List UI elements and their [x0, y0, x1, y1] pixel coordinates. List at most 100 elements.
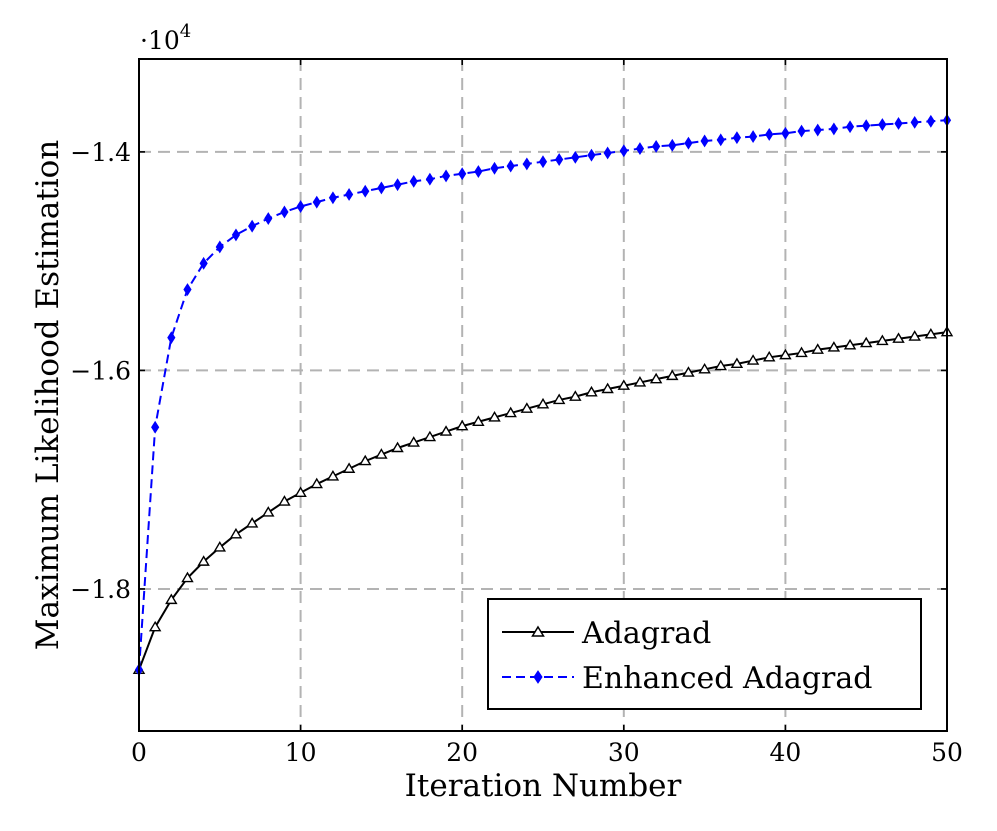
data-point-adagrad [326, 470, 340, 481]
data-point-adagrad [811, 343, 824, 354]
data-point-adagrad [714, 359, 727, 371]
data-point-enhanced-adagrad [603, 146, 612, 160]
data-point-adagrad [536, 397, 550, 409]
data-point-adagrad [294, 486, 307, 497]
legend-entry-adagrad: Adagrad [502, 616, 711, 651]
data-point-adagrad [843, 338, 857, 350]
data-point-adagrad [359, 454, 372, 466]
data-point-enhanced-adagrad [441, 169, 451, 183]
data-point-enhanced-adagrad [635, 142, 645, 156]
data-point-adagrad [197, 555, 210, 566]
series-line-enhanced-adagrad [138, 119, 948, 670]
data-point-adagrad [278, 495, 291, 506]
legend: Adagrad Enhanced Adagrad [487, 598, 922, 710]
data-point-enhanced-adagrad [393, 178, 402, 192]
y-tick-label: −1.4 [70, 138, 131, 167]
data-point-enhanced-adagrad [264, 212, 273, 225]
series-enhanced-adagrad [134, 113, 952, 677]
data-point-enhanced-adagrad [668, 138, 677, 152]
data-point-adagrad [779, 348, 792, 360]
data-point-adagrad [666, 369, 679, 381]
data-point-adagrad [423, 430, 437, 442]
data-point-adagrad [391, 441, 404, 453]
data-point-enhanced-adagrad [151, 420, 160, 434]
data-point-adagrad [730, 357, 744, 369]
x-axis-label: Iteration Number [405, 768, 682, 804]
data-point-enhanced-adagrad [716, 133, 725, 147]
y-tick-label: −1.6 [70, 356, 131, 385]
data-point-adagrad [504, 406, 517, 418]
axis-ticks: 0 10 20 30 40 50 −1.8 −1.6 −1.4 [70, 59, 963, 767]
data-point-enhanced-adagrad [538, 155, 548, 169]
data-point-enhanced-adagrad [312, 195, 321, 209]
data-point-adagrad [245, 517, 259, 528]
data-point-adagrad [746, 354, 760, 365]
series-adagrad [132, 325, 954, 675]
legend-box [487, 598, 922, 710]
data-point-enhanced-adagrad [765, 127, 774, 141]
data-point-enhanced-adagrad [878, 118, 887, 131]
data-point-enhanced-adagrad [344, 188, 354, 201]
data-point-adagrad [569, 390, 582, 401]
data-point-adagrad [181, 571, 194, 583]
series-layer [132, 113, 954, 677]
data-point-enhanced-adagrad [490, 161, 499, 175]
data-point-adagrad [552, 393, 566, 405]
data-point-enhanced-adagrad [926, 114, 935, 128]
data-point-enhanced-adagrad [296, 200, 305, 213]
data-point-enhanced-adagrad [425, 172, 434, 186]
plot-frame [138, 58, 948, 732]
x-tick-label: 20 [446, 738, 478, 767]
data-point-adagrad [342, 462, 356, 473]
x-tick-label: 10 [285, 738, 317, 767]
data-point-enhanced-adagrad [248, 219, 257, 233]
data-point-adagrad [859, 336, 873, 348]
x-tick-label: 0 [131, 738, 147, 767]
data-point-enhanced-adagrad [377, 181, 386, 195]
data-point-enhanced-adagrad [845, 120, 855, 134]
data-point-enhanced-adagrad [328, 191, 338, 205]
data-point-enhanced-adagrad [652, 139, 661, 153]
data-point-enhanced-adagrad [813, 123, 822, 137]
data-point-enhanced-adagrad [748, 130, 758, 144]
legend-entry-enhanced-adagrad: Enhanced Adagrad [502, 661, 872, 696]
data-point-adagrad [375, 448, 388, 459]
legend-label-adagrad: Adagrad [581, 616, 711, 651]
data-point-adagrad [213, 541, 227, 552]
data-point-adagrad [262, 506, 275, 517]
data-point-enhanced-adagrad [862, 119, 871, 133]
data-point-enhanced-adagrad [910, 115, 919, 129]
data-point-enhanced-adagrad [167, 331, 176, 345]
legend-marker-adagrad [531, 625, 545, 637]
data-point-enhanced-adagrad [183, 283, 192, 296]
data-point-enhanced-adagrad [684, 136, 693, 150]
data-point-enhanced-adagrad [894, 117, 903, 130]
data-point-enhanced-adagrad [474, 165, 483, 178]
data-point-adagrad [633, 376, 647, 387]
y-tick-label: −1.8 [70, 575, 131, 604]
data-point-enhanced-adagrad [215, 240, 224, 254]
data-point-adagrad [585, 385, 598, 397]
data-point-adagrad [795, 346, 808, 358]
data-point-enhanced-adagrad [797, 124, 806, 138]
data-point-adagrad [908, 330, 921, 341]
data-point-adagrad [407, 436, 420, 447]
x-tick-label: 30 [608, 738, 640, 767]
data-point-enhanced-adagrad [829, 122, 838, 136]
data-point-adagrad [924, 327, 938, 339]
x-tick-label: 50 [931, 738, 963, 767]
data-point-enhanced-adagrad [506, 159, 515, 173]
data-point-adagrad [617, 379, 631, 390]
data-point-adagrad [682, 366, 695, 377]
data-point-enhanced-adagrad [555, 153, 564, 166]
data-point-adagrad [439, 425, 453, 436]
data-point-adagrad [827, 341, 841, 352]
data-point-adagrad [165, 593, 178, 605]
data-point-enhanced-adagrad [522, 157, 531, 171]
data-point-enhanced-adagrad [199, 256, 208, 270]
data-point-enhanced-adagrad [700, 134, 709, 148]
data-point-adagrad [455, 419, 469, 431]
data-point-enhanced-adagrad [781, 126, 790, 140]
y-axis-label: Maximum Likelihood Estimation [30, 140, 66, 651]
